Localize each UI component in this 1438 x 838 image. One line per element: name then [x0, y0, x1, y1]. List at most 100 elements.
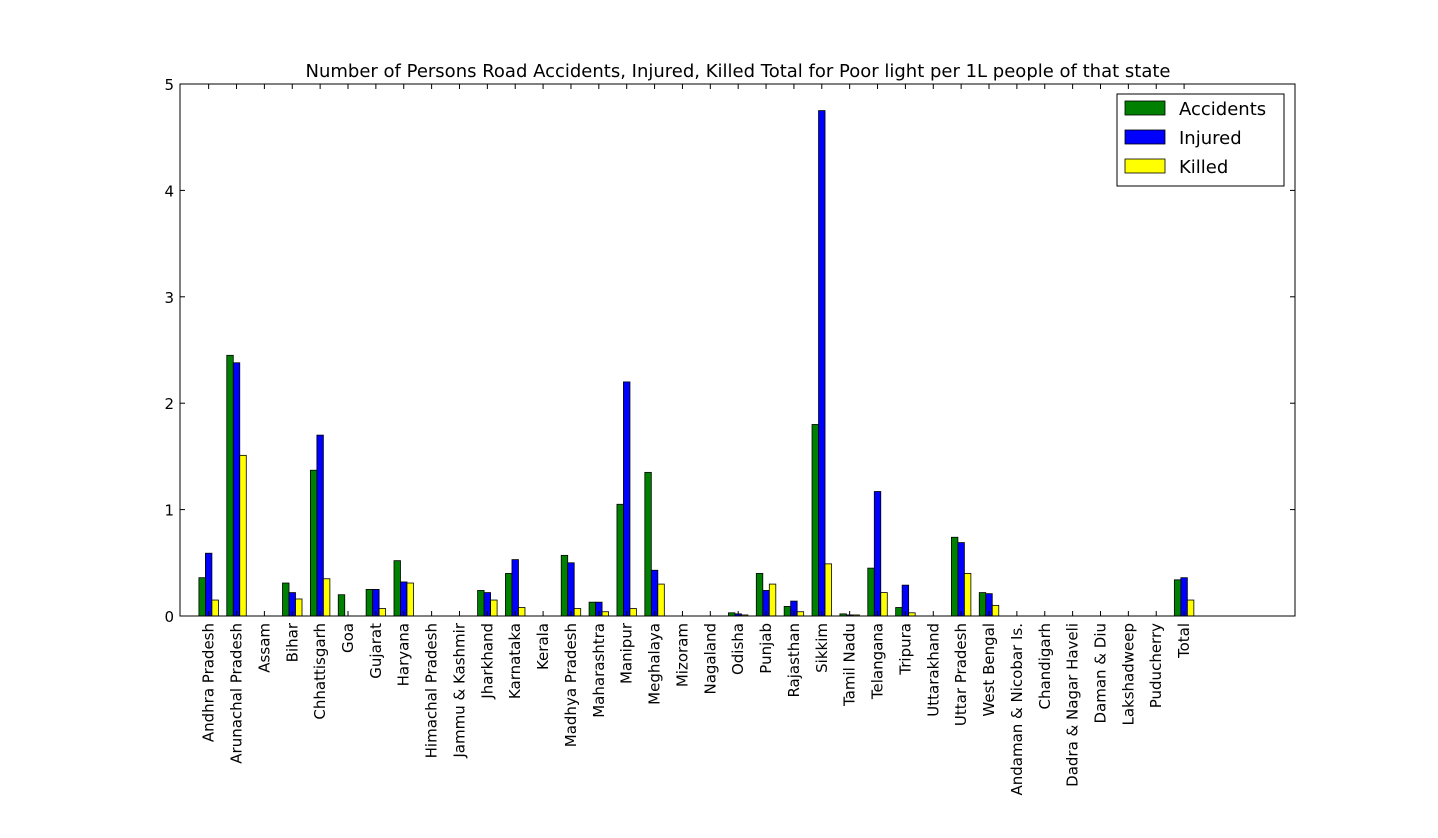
- x-tick-label-20: Punjab: [757, 623, 775, 674]
- x-tick-label-9: Jammu & Kashmir: [450, 622, 468, 758]
- bar-killed-11: [518, 607, 526, 617]
- bar-injured-7: [400, 581, 408, 617]
- bar-killed-21: [796, 611, 805, 617]
- bar-accidents-16: [644, 471, 652, 617]
- bar-accidents-10: [477, 590, 485, 617]
- legend-swatch-accidents: [1124, 100, 1166, 116]
- x-tick-label-35: Total: [1175, 623, 1193, 659]
- x-tick-label-31: Dadra & Nagar Haveli: [1064, 623, 1082, 787]
- x-tick-label-33: Lakshadweep: [1119, 623, 1137, 726]
- legend: Accidents Injured Killed: [1116, 93, 1285, 187]
- x-tick-label-19: Odisha: [729, 623, 747, 675]
- legend-label-killed: Killed: [1179, 157, 1228, 178]
- x-tick-label-16: Meghalaya: [646, 623, 664, 705]
- bar-injured-1: [232, 362, 241, 617]
- bar-accidents-22: [811, 424, 819, 617]
- bar-accidents-21: [783, 606, 792, 617]
- x-tick-label-1: Arunachal Pradesh: [228, 623, 246, 764]
- x-tick-label-32: Daman & Diu: [1091, 623, 1109, 724]
- bar-accidents-0: [198, 577, 206, 617]
- x-tick-label-18: Nagaland: [701, 623, 719, 695]
- bar-killed-3: [295, 598, 303, 617]
- bar-accidents-4: [309, 469, 318, 617]
- x-tick-label-27: Uttar Pradesh: [952, 623, 970, 726]
- x-tick-label-5: Goa: [339, 623, 357, 653]
- x-tick-label-0: Andhra Pradesh: [200, 623, 218, 742]
- bar-injured-24: [873, 491, 882, 617]
- bar-killed-15: [629, 608, 637, 617]
- bar-killed-4: [322, 578, 331, 617]
- bar-accidents-13: [560, 554, 569, 617]
- y-axis: 0 1 2 3 4 5: [164, 76, 1295, 626]
- x-tick-label-26: Uttarakhand: [924, 623, 942, 717]
- x-tick-label-28: West Bengal: [980, 623, 998, 717]
- bar-injured-13: [567, 562, 575, 617]
- x-tick-label-4: Chhattisgarh: [311, 623, 329, 720]
- y-tick-label-3: 3: [164, 289, 174, 307]
- bar-injured-35: [1180, 577, 1188, 617]
- bar-accidents-24: [867, 567, 875, 617]
- bar-injured-0: [204, 552, 213, 617]
- legend-swatch-killed: [1124, 158, 1166, 174]
- x-tick-label-17: Mizoram: [673, 623, 691, 687]
- bar-accidents-7: [393, 560, 401, 617]
- bar-killed-14: [601, 611, 609, 617]
- x-axis: Andhra Pradesh Arunachal Pradesh Assam Biha…: [200, 84, 1193, 796]
- x-tick-label-23: Tamil Nadu: [841, 623, 859, 707]
- bar-accidents-35: [1173, 579, 1182, 617]
- axes-frame: [179, 83, 1296, 617]
- y-tick-label-5: 5: [164, 76, 174, 94]
- x-tick-label-13: Madhya Pradesh: [562, 623, 580, 747]
- x-tick-label-34: Puducherry: [1147, 623, 1165, 708]
- x-tick-label-11: Karnataka: [506, 623, 524, 699]
- bar-killed-20: [768, 583, 777, 617]
- x-tick-label-29: Andaman & Nicobar Is.: [1008, 623, 1026, 796]
- x-tick-label-22: Sikkim: [813, 623, 831, 673]
- y-tick-label-2: 2: [164, 395, 174, 413]
- bar-injured-16: [650, 569, 659, 617]
- bar-killed-22: [824, 563, 832, 617]
- x-tick-label-25: Tripura: [896, 623, 914, 676]
- bar-accidents-5: [337, 594, 346, 617]
- x-tick-label-14: Maharashtra: [590, 623, 608, 718]
- bar-accidents-25: [895, 607, 903, 617]
- bar-killed-6: [378, 608, 387, 617]
- bar-accidents-3: [282, 582, 290, 617]
- bar-accidents-15: [616, 503, 624, 617]
- legend-label-injured: Injured: [1179, 128, 1242, 149]
- x-tick-label-15: Manipur: [618, 622, 636, 684]
- bar-injured-15: [623, 381, 631, 617]
- x-tick-label-12: Kerala: [534, 623, 552, 670]
- x-tick-label-7: Haryana: [395, 623, 413, 686]
- bar-accidents-14: [588, 601, 596, 617]
- bar-killed-13: [573, 608, 582, 617]
- x-tick-label-2: Assam: [255, 623, 273, 673]
- bar-killed-1: [239, 454, 247, 617]
- bar-injured-4: [316, 434, 324, 617]
- legend-label-accidents: Accidents: [1179, 99, 1266, 120]
- bar-injured-22: [818, 110, 826, 617]
- bar-killed-16: [657, 583, 665, 617]
- x-tick-label-8: Himachal Pradesh: [423, 623, 441, 758]
- bar-accidents-6: [365, 589, 374, 617]
- bar-accidents-11: [505, 573, 513, 617]
- bar-injured-27: [957, 542, 965, 617]
- bars-layer: [198, 110, 1195, 617]
- y-tick-label-0: 0: [164, 608, 174, 626]
- bar-accidents-20: [755, 573, 764, 617]
- legend-swatch-injured: [1124, 129, 1166, 145]
- x-tick-label-30: Chandigarh: [1036, 623, 1054, 710]
- bar-killed-28: [991, 604, 1000, 617]
- y-tick-label-4: 4: [164, 182, 174, 200]
- y-tick-label-1: 1: [164, 502, 174, 520]
- bar-killed-0: [211, 599, 219, 617]
- x-tick-label-24: Telangana: [869, 623, 887, 700]
- x-tick-label-10: Jharkhand: [478, 623, 496, 700]
- bar-accidents-27: [950, 536, 959, 617]
- bar-killed-27: [963, 573, 972, 617]
- x-tick-label-21: Rajasthan: [785, 623, 803, 698]
- bar-killed-35: [1186, 599, 1195, 617]
- x-tick-label-3: Bihar: [283, 622, 301, 662]
- bar-killed-7: [406, 582, 414, 617]
